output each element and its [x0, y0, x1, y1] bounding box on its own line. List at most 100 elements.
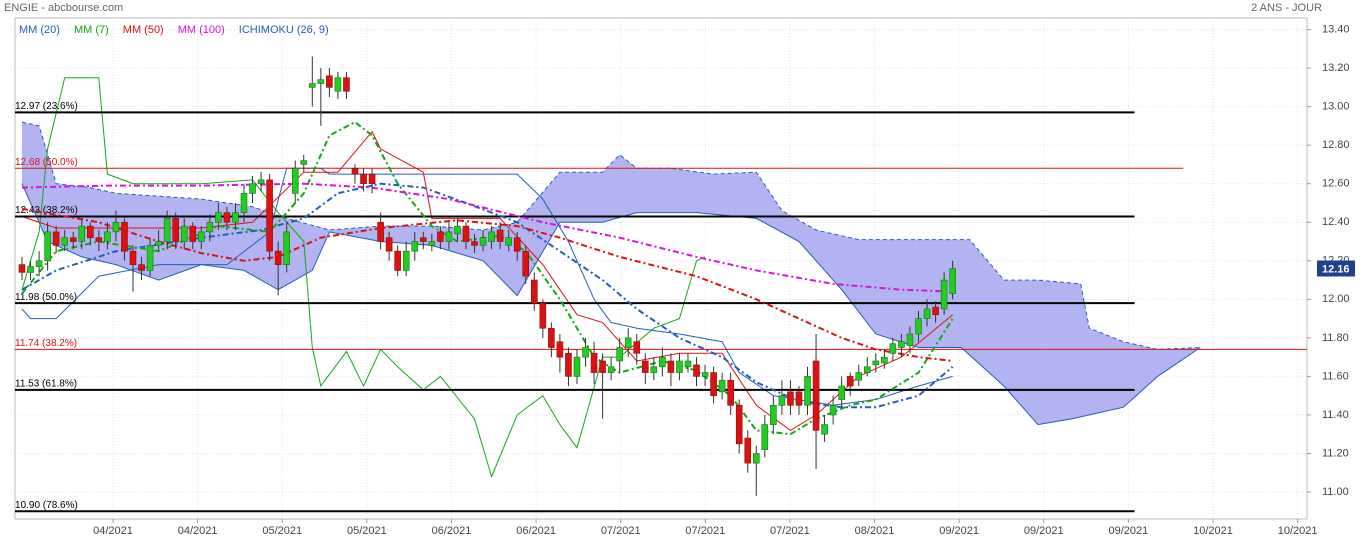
y-tick-label: 12.00 — [1322, 293, 1350, 305]
candle-body — [539, 302, 547, 329]
candle-body — [172, 218, 179, 242]
candle-body — [718, 379, 726, 393]
candle-body — [530, 279, 538, 304]
candle-body — [35, 260, 43, 267]
candle-body — [351, 168, 359, 175]
candle-body — [607, 366, 615, 373]
y-tick-label: 12.40 — [1322, 216, 1350, 228]
candle-body — [633, 341, 641, 354]
candle-body — [129, 250, 137, 265]
x-tick-label: 04/2021 — [93, 525, 133, 537]
candle-body — [104, 231, 111, 242]
candle-body — [881, 356, 888, 364]
x-tick-label: 04/2021 — [178, 525, 218, 537]
candle-body — [309, 83, 316, 88]
x-tick-label: 07/2021 — [770, 525, 810, 537]
candle-body — [87, 225, 94, 238]
candle-body — [44, 231, 51, 262]
candle-body — [693, 364, 700, 377]
y-tick-label: 12.80 — [1322, 139, 1350, 151]
ichimoku-cloud — [22, 122, 1201, 425]
legend-entry: MM (7) — [74, 24, 109, 36]
candle-body — [462, 225, 470, 242]
legend-entry: MM (100) — [178, 24, 225, 36]
candle-body — [61, 237, 68, 246]
candle-body — [752, 453, 760, 464]
fib-label: 11.53 (61.8%) — [15, 379, 77, 390]
candle-body — [659, 356, 666, 368]
candle-body — [821, 424, 828, 435]
candle-body — [548, 327, 555, 348]
candle-body — [915, 318, 922, 335]
candle-body — [787, 391, 794, 406]
candle-body — [411, 241, 419, 252]
x-tick-label: 10/2021 — [1278, 525, 1318, 537]
fib-label: 12.97 (23.6%) — [15, 101, 78, 112]
x-tick-label: 07/2021 — [685, 525, 725, 537]
legend-entry: MM (20) — [19, 24, 60, 36]
candle-body — [343, 77, 350, 92]
candle-body — [565, 352, 572, 377]
candle-body — [582, 347, 589, 358]
candle-body — [641, 360, 649, 373]
fib-label: 12.43 (38.2%) — [15, 205, 78, 216]
candle-body — [240, 193, 248, 213]
candle-body — [419, 237, 427, 242]
x-tick-label: 05/2021 — [347, 525, 387, 537]
candle-body — [189, 225, 197, 242]
y-tick-label: 13.00 — [1322, 101, 1350, 113]
candle-body — [949, 268, 956, 294]
candle-body — [770, 405, 777, 425]
chart-subtitle: 2 ANS - JOUR — [1251, 2, 1322, 14]
candle-body — [437, 231, 444, 242]
candle-body — [198, 231, 205, 242]
y-tick-label: 11.60 — [1322, 370, 1349, 382]
candle-body — [257, 179, 265, 185]
candle-body — [778, 395, 786, 406]
candle-body — [385, 237, 393, 252]
candle-body — [445, 231, 453, 242]
candle-body — [829, 405, 837, 416]
candle-body — [744, 437, 752, 464]
x-tick-label: 09/2021 — [939, 525, 979, 537]
candle-body — [804, 376, 811, 406]
candle-body — [69, 237, 77, 242]
candle-body — [590, 352, 598, 373]
cloud-top — [21, 121, 1201, 350]
candle-body — [428, 241, 436, 246]
candle-body — [479, 237, 487, 246]
candle-body — [684, 360, 692, 368]
candle-body — [27, 266, 34, 273]
x-tick-label: 10/2021 — [1193, 525, 1233, 537]
candle-body — [52, 231, 60, 246]
x-tick-label: 06/2021 — [516, 525, 556, 537]
moving-average — [21, 120, 954, 436]
legend-entry: MM (50) — [123, 24, 164, 36]
candle-body — [667, 360, 675, 373]
candle-body — [795, 391, 803, 406]
candle-body — [146, 245, 154, 271]
candle-body — [710, 372, 717, 396]
candle-body — [368, 173, 376, 185]
y-tick-label: 11.20 — [1322, 447, 1349, 459]
candle-body — [232, 212, 239, 223]
x-tick-label: 05/2021 — [262, 525, 302, 537]
fib-label: 10.90 (78.6%) — [15, 500, 78, 511]
candle-body — [471, 241, 478, 246]
y-tick-label: 11.40 — [1322, 409, 1349, 421]
kijun-line — [21, 130, 954, 432]
candle-body — [522, 250, 530, 277]
candle-body — [266, 179, 273, 252]
moving-average — [21, 182, 954, 409]
candle-body — [206, 221, 214, 233]
y-tick-label: 13.40 — [1322, 23, 1350, 35]
candle-body — [402, 250, 410, 271]
cloud-bottom — [21, 183, 1201, 426]
candle-body — [855, 372, 863, 381]
candle-body — [505, 237, 512, 246]
y-tick-label: 12.60 — [1322, 178, 1350, 190]
candle-body — [650, 366, 658, 373]
candle-body — [701, 372, 709, 377]
candle-body — [940, 279, 948, 310]
